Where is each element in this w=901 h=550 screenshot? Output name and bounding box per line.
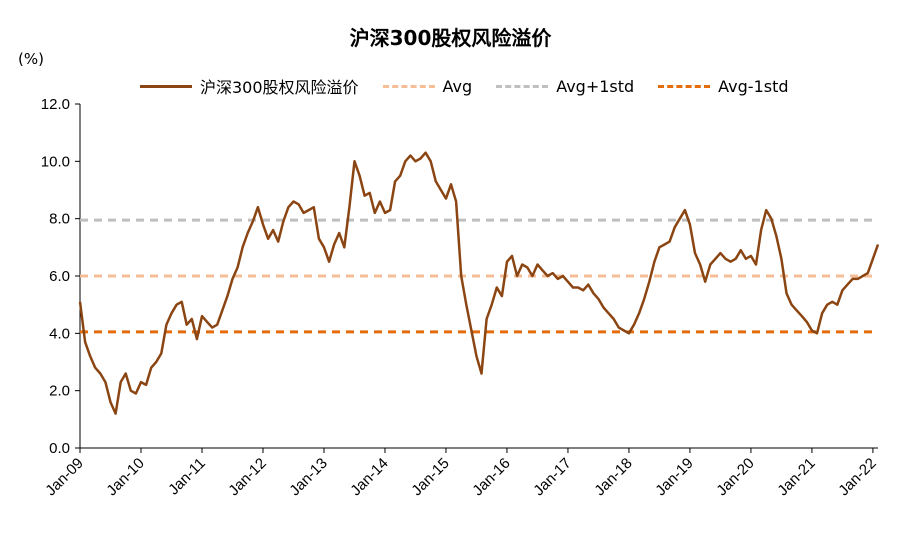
x-tick-label: Jan-19 (652, 455, 696, 499)
x-tick-label: Jan-11 (165, 455, 209, 499)
x-tick-label: Jan-13 (286, 455, 330, 499)
y-tick-label: 12.0 (41, 96, 70, 113)
x-tick-label: Jan-15 (408, 455, 452, 499)
chart-legend: 沪深300股权风险溢价 Avg Avg+1std Avg-1std (140, 74, 789, 98)
y-tick-label: 10.0 (41, 153, 70, 170)
chart-title: 沪深300股权风险溢价 (349, 26, 552, 50)
legend-swatch-avg (382, 84, 435, 88)
legend-swatch-erp (140, 84, 192, 88)
y-tick-label: 6.0 (49, 268, 70, 285)
legend-item-erp: 沪深300股权风险溢价 (140, 74, 359, 98)
x-tick-label: Jan-18 (591, 455, 635, 499)
erp-series-line (78, 151, 880, 415)
x-tick-label: Jan-16 (469, 455, 513, 499)
y-axis-unit-label: (%) (18, 50, 44, 68)
y-tick-label: 2.0 (49, 383, 70, 400)
legend-label-avg-minus-std: Avg-1std (718, 76, 789, 96)
legend-swatch-avg-plus-std (496, 84, 549, 88)
legend-label-erp: 沪深300股权风险溢价 (200, 78, 359, 97)
legend-swatch-avg-minus-std (658, 84, 711, 88)
y-tick-label: 4.0 (49, 325, 70, 342)
legend-label-avg-plus-std: Avg+1std (556, 76, 635, 96)
y-tick-label: 8.0 (49, 211, 70, 228)
x-tick-label: Jan-12 (225, 455, 269, 499)
x-tick-label: Jan-20 (713, 455, 757, 499)
y-tick-label: 0.0 (49, 440, 70, 457)
legend-item-avg: Avg (382, 76, 473, 96)
x-tick-label: Jan-14 (347, 455, 391, 499)
x-tick-label: Jan-21 (774, 455, 818, 499)
legend-label-avg: Avg (442, 76, 473, 96)
legend-item-avg-minus-std: Avg-1std (658, 76, 789, 96)
x-tick-label: Jan-17 (530, 455, 574, 499)
x-tick-label: Jan-09 (42, 455, 86, 499)
legend-item-avg-plus-std: Avg+1std (496, 77, 634, 96)
x-tick-label: Jan-10 (103, 455, 147, 499)
x-tick-label: Jan-22 (835, 455, 879, 499)
